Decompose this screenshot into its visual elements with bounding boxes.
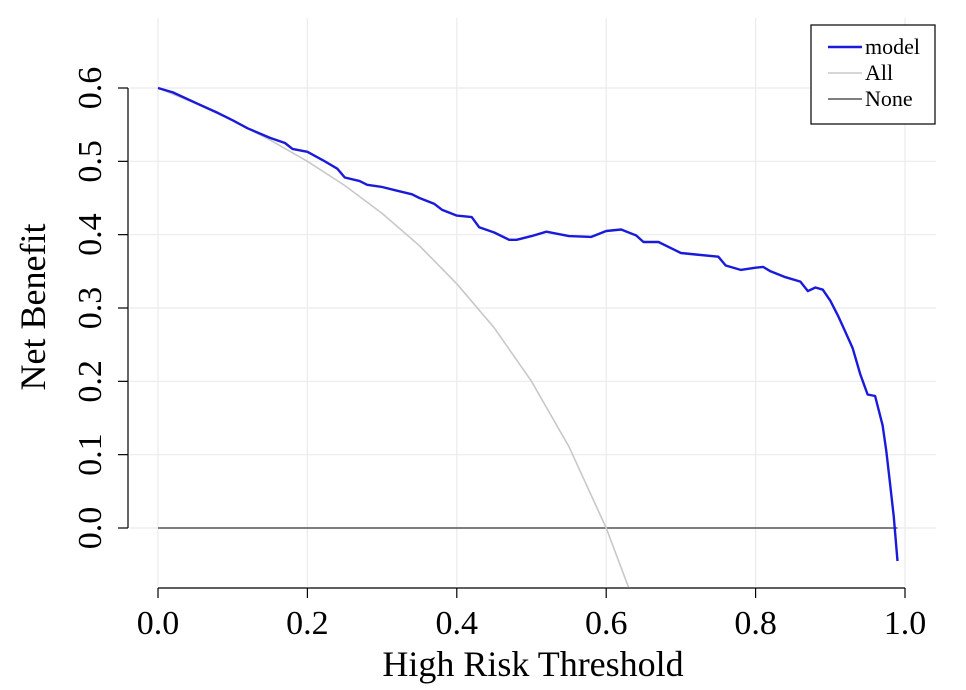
series-layer: [157, 86, 899, 588]
series-line-model: [157, 86, 899, 562]
x-tick-label: 0.8: [734, 605, 777, 642]
y-tick-label: 0.6: [72, 67, 109, 110]
y-axis-title: Net Benefit: [13, 224, 53, 391]
legend-label-model: model: [865, 34, 920, 59]
x-axis-title: High Risk Threshold: [382, 644, 683, 684]
legend-label-all: All: [865, 60, 893, 85]
x-tick-label: 0.0: [137, 605, 180, 642]
y-tick-label: 0.1: [72, 433, 109, 476]
y-tick-label: 0.5: [72, 140, 109, 183]
legend-label-none: None: [865, 86, 913, 111]
x-tick-label: 0.2: [286, 605, 329, 642]
x-tick-label: 1.0: [884, 605, 927, 642]
x-tick-label: 0.4: [436, 605, 479, 642]
y-tick-label: 0.3: [72, 287, 109, 330]
legend-box: [810, 24, 936, 125]
y-tick-label: 0.0: [72, 507, 109, 550]
y-tick-label: 0.4: [72, 213, 109, 256]
axes: 0.0 0.2 0.4 0.6 0.8 1.0 0.0 0.1 0.2 0.3 0.4 0.5 0.6: [72, 67, 926, 642]
x-tick-label: 0.6: [585, 605, 628, 642]
y-tick-label: 0.2: [72, 360, 109, 403]
